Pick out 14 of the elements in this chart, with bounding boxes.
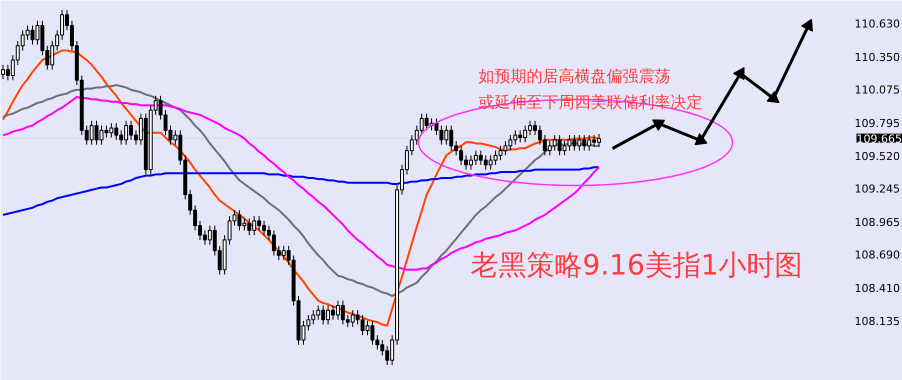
y-tick-label: 109.245: [854, 182, 900, 196]
y-tick-label: 108.965: [854, 216, 900, 229]
y-tick-label: 110.350: [854, 50, 900, 64]
y-tick-label: 109.795: [854, 117, 900, 130]
y-tick-label: 110.075: [854, 84, 900, 97]
line-series: [2, 166, 600, 216]
y-tick-label: 108.410: [854, 282, 900, 296]
y-tick-label: 109.520: [854, 150, 900, 163]
y-tick-label: 108.690: [854, 248, 900, 262]
annotation: 如预期的居高横盘偏强震荡: [478, 66, 670, 86]
ref-line-label: 109.665: [856, 132, 902, 146]
y-tick-label: 110.630: [854, 18, 900, 31]
y-tick-label: 108.135: [854, 314, 900, 328]
annotation: 老黑策略9.16美指1小时图: [470, 248, 803, 282]
